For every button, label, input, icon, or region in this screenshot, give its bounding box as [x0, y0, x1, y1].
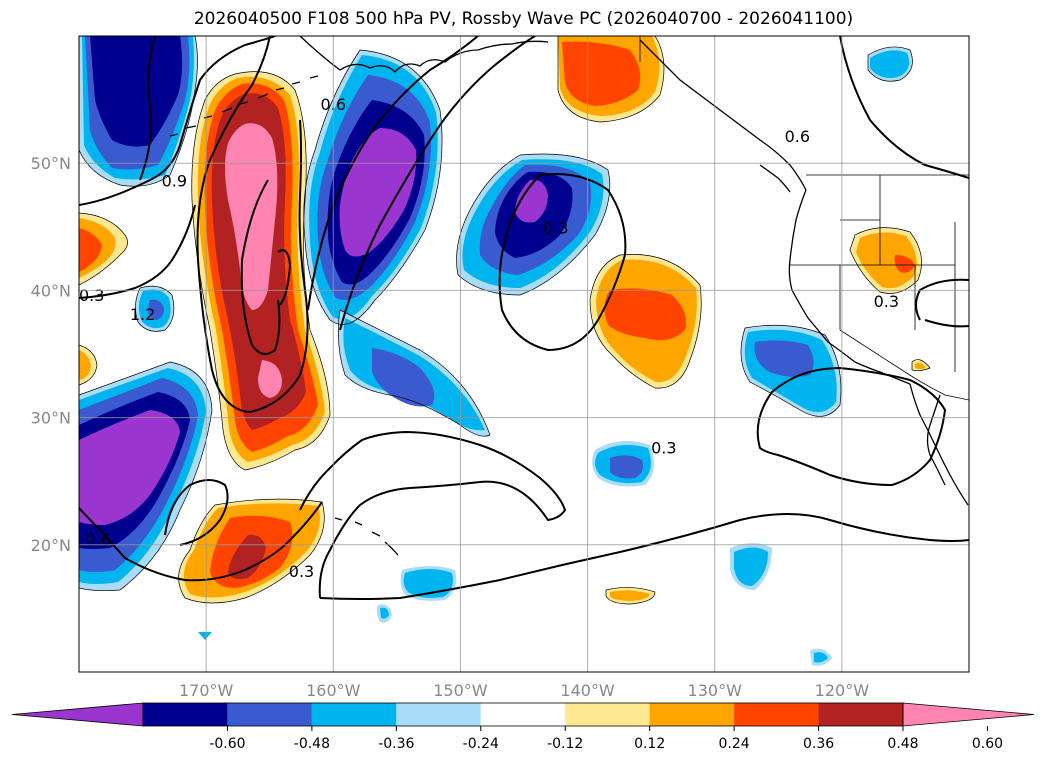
latitude-labels: 50°N 40°N 30°N 20°N — [31, 154, 71, 555]
positive-anomaly-great-basin — [850, 227, 922, 294]
graticule — [79, 36, 969, 672]
colorbar-swatch — [649, 703, 735, 726]
colorbar-label: 0.60 — [972, 736, 1003, 752]
contour-03-subtropical — [299, 430, 567, 599]
lon-tick-label: 170°W — [179, 681, 234, 700]
contour-03-closed-east — [498, 173, 627, 352]
contour-06-northeast — [839, 36, 969, 179]
contour-label: 0.3 — [651, 438, 676, 457]
colorbar-swatch — [480, 703, 566, 726]
negative-anomaly-subtropical-arm — [338, 310, 490, 437]
baja-gulf-coast — [926, 394, 946, 486]
colorbar-extend-high — [902, 702, 1035, 727]
contour-03-west — [79, 204, 196, 299]
colorbar-label: 0.48 — [887, 736, 918, 752]
colorbar-label: -0.12 — [547, 736, 583, 752]
colorbar-extend-low — [11, 702, 144, 727]
colorbar-swatch — [565, 703, 650, 726]
negative-anomaly-small-blobs — [135, 286, 832, 666]
contour-03-south — [319, 513, 969, 600]
lon-tick-label: 130°W — [688, 681, 743, 700]
aleutian-islands — [169, 75, 319, 137]
lat-tick-label: 20°N — [31, 536, 71, 555]
positive-anomaly-west-edge-small — [79, 345, 97, 385]
colorbar-frame — [142, 702, 904, 727]
contour-06-southwest — [79, 501, 323, 582]
colorbar-label: -0.36 — [378, 736, 414, 752]
negative-anomaly-northwest — [79, 36, 198, 187]
positive-anomaly-northeast — [558, 36, 664, 122]
negative-anomaly-gulf-of-alaska — [456, 154, 610, 295]
colorbar-label: -0.24 — [463, 736, 499, 752]
us-state-lines — [790, 175, 956, 373]
lon-tick-label: 160°W — [306, 681, 361, 700]
contour-12-core — [240, 179, 281, 355]
contour-label: 0.3 — [543, 218, 568, 237]
positive-anomaly-trough — [191, 71, 330, 470]
political-boundaries — [639, 36, 969, 401]
coastlines — [169, 36, 969, 556]
positive-anomaly-baja-tiny — [912, 359, 930, 371]
colorbar-label: 0.24 — [719, 736, 750, 752]
positive-anomaly-subtropical — [178, 499, 325, 603]
contour-12-inner — [277, 249, 292, 306]
alaska-coastline — [299, 36, 549, 73]
positive-anomaly-small-patch — [606, 587, 655, 604]
contour-03-southeast — [756, 366, 947, 487]
colorbar-label: 0.12 — [634, 736, 665, 752]
lon-tick-label: 140°W — [560, 681, 615, 700]
positive-anomaly-west-edge — [79, 213, 128, 285]
shading-outlines — [79, 36, 931, 605]
lat-tick-label: 50°N — [31, 154, 71, 173]
colorbar-swatch — [818, 703, 903, 726]
negative-anomaly-north-pacific — [303, 50, 443, 325]
colorbar-swatch — [734, 703, 819, 726]
colorbar-swatch — [143, 703, 228, 726]
colorbar-label: 0.36 — [803, 736, 834, 752]
contour-09-trough — [196, 36, 309, 414]
colorbar-swatch — [311, 703, 397, 726]
colorbar-label: -0.60 — [209, 736, 245, 752]
british-columbia-coast — [639, 39, 807, 191]
colorbar-swatch — [227, 703, 312, 726]
us-mexico-border — [904, 371, 969, 401]
contour-03-north — [79, 36, 276, 206]
colorbar-label: -0.48 — [294, 736, 330, 752]
negative-anomaly-off-california — [741, 325, 841, 417]
contour-label: 0.6 — [85, 530, 110, 549]
contour-06-west-arm — [139, 36, 156, 181]
contour-label: 0.6 — [785, 127, 810, 146]
contour-06-sw-loop — [164, 479, 229, 546]
pv-shaded-anomalies — [79, 36, 930, 666]
pc-contour-lines — [79, 36, 969, 600]
baja-california — [909, 383, 969, 506]
colorbar-swatch — [396, 703, 481, 726]
lon-tick-label: 120°W — [815, 681, 870, 700]
longitude-labels: 170°W 160°W 150°W 140°W 130°W 120°W — [179, 681, 869, 700]
contour-03-ridge — [339, 36, 536, 331]
negative-anomaly-southwest — [79, 362, 212, 591]
lat-tick-label: 30°N — [31, 409, 71, 428]
contour-label: 0.3 — [289, 562, 314, 581]
contour-labels: 0.91.20.60.30.30.60.30.30.60.3 — [79, 95, 899, 581]
contour-06-ridge — [307, 36, 479, 311]
map-title: 2026040500 F108 500 hPa PV, Rossby Wave … — [193, 9, 854, 29]
map-frame — [78, 35, 970, 673]
us-west-coast — [788, 189, 911, 385]
contour-label: 0.9 — [162, 171, 187, 190]
lon-tick-label: 150°W — [433, 681, 488, 700]
negative-anomaly-north-small — [868, 46, 913, 82]
hawaiian-islands — [334, 517, 399, 556]
contour-label: 0.3 — [874, 292, 899, 311]
contour-label: 1.2 — [130, 305, 155, 324]
lat-tick-label: 40°N — [31, 281, 71, 300]
vancouver-island — [759, 164, 791, 193]
